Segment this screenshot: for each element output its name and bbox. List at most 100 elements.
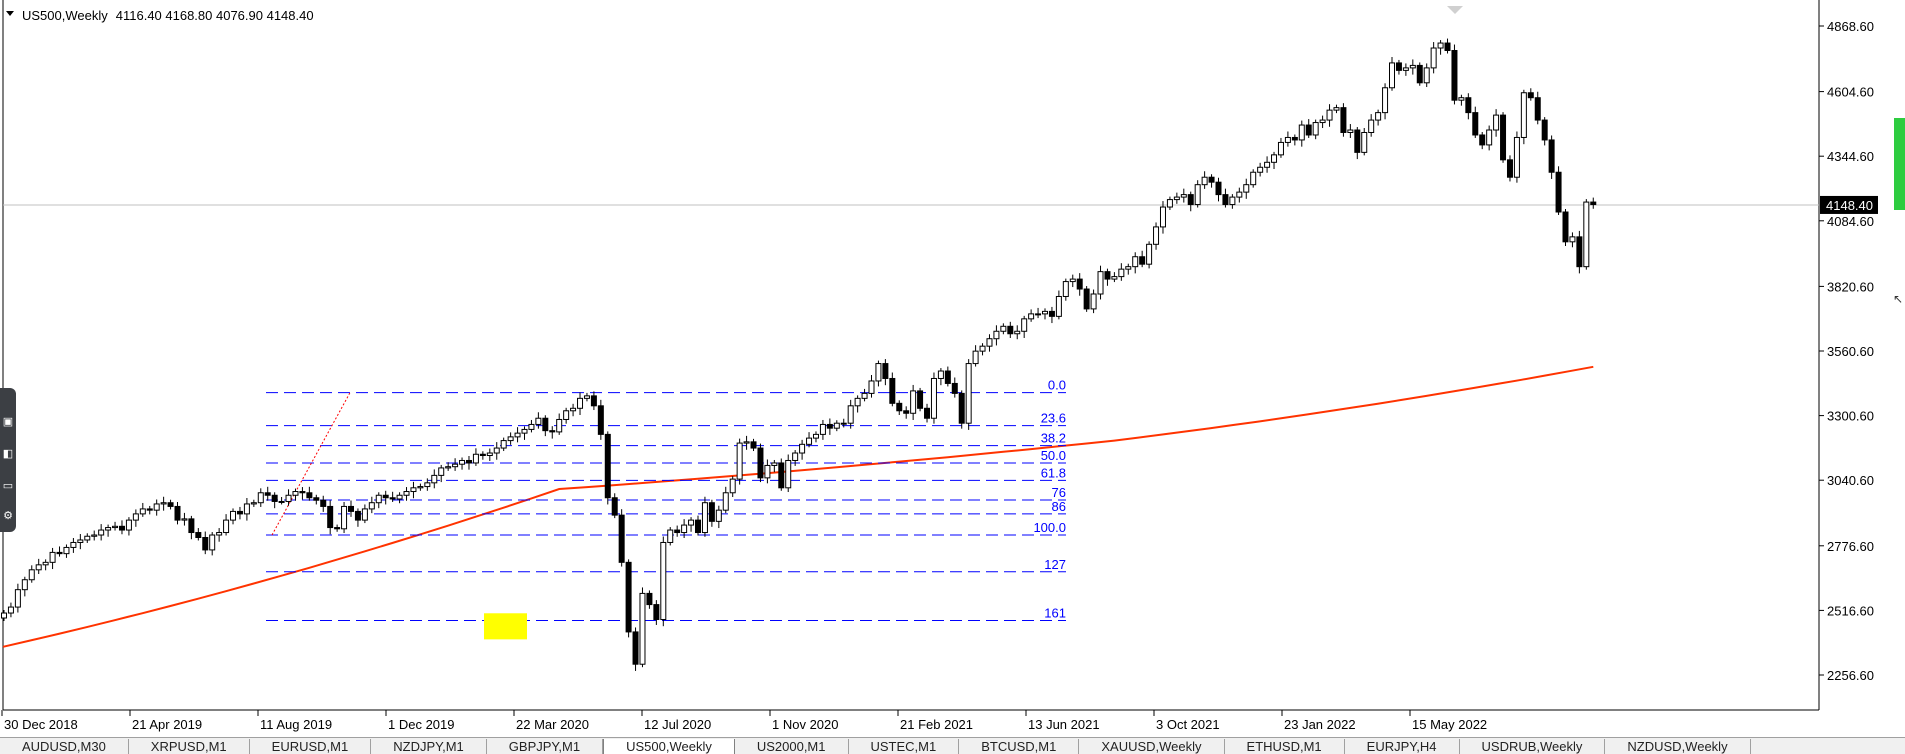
bull-candle-body bbox=[1069, 278, 1076, 283]
x-tick-label: 23 Jan 2022 bbox=[1284, 717, 1356, 732]
candle bbox=[861, 388, 868, 402]
candle bbox=[993, 325, 1000, 346]
bull-candle-body bbox=[1569, 236, 1576, 243]
bull-candle-body bbox=[459, 459, 466, 465]
y-tick-label: 3300.60 bbox=[1827, 409, 1874, 424]
bull-candle-body bbox=[812, 433, 819, 439]
candle bbox=[132, 509, 139, 527]
candle bbox=[708, 499, 715, 527]
camera-icon[interactable]: ▣ bbox=[2, 416, 14, 428]
bear-candle-body bbox=[757, 447, 764, 479]
candle bbox=[493, 442, 500, 460]
bear-candle-body bbox=[632, 631, 639, 665]
bull-candle-body bbox=[570, 407, 577, 412]
bull-candle-body bbox=[521, 428, 528, 434]
chart-tab[interactable]: XAUUSD,Weekly bbox=[1079, 739, 1225, 754]
bull-candle-body bbox=[417, 486, 424, 489]
bull-candle-body bbox=[112, 525, 119, 529]
candle bbox=[521, 426, 528, 440]
chart-tab[interactable]: EURJPY,H4 bbox=[1345, 739, 1460, 754]
candle bbox=[764, 459, 771, 484]
fib-trendline[interactable] bbox=[271, 392, 351, 536]
candle bbox=[1097, 265, 1104, 300]
fib-level-label: 161 bbox=[1044, 605, 1066, 620]
candle bbox=[1208, 174, 1215, 188]
y-tick-label: 2776.60 bbox=[1827, 539, 1874, 554]
candle bbox=[195, 528, 202, 541]
media-icon[interactable]: ◧ bbox=[2, 448, 14, 460]
candle bbox=[181, 512, 188, 526]
candle bbox=[1576, 230, 1583, 274]
chart-tabs-bar: AUDUSD,M30 XRPUSD,M1 EURUSD,M1 NZDJPY,M1 GBP… bbox=[0, 737, 1905, 754]
bear-candle-body bbox=[958, 392, 965, 424]
gear-icon[interactable]: ⚙ bbox=[3, 510, 13, 522]
trade-level-tag[interactable] bbox=[1894, 118, 1905, 210]
candle bbox=[1354, 127, 1361, 160]
candle bbox=[785, 454, 792, 493]
bear-candle-body bbox=[625, 561, 632, 633]
chart-tab[interactable]: NZDJPY,M1 bbox=[371, 739, 487, 754]
candle bbox=[431, 469, 438, 489]
chart-tab[interactable]: US500,Weekly bbox=[603, 739, 735, 754]
chart-tab[interactable]: US2000,M1 bbox=[735, 739, 849, 754]
yellow-highlight bbox=[484, 613, 527, 640]
chart-tab[interactable]: NZDUSD,Weekly bbox=[1605, 739, 1751, 754]
chart-tab[interactable]: GBPJPY,M1 bbox=[487, 739, 604, 754]
candle bbox=[271, 492, 278, 509]
bear-candle-body bbox=[1305, 124, 1312, 136]
bear-candle-body bbox=[1208, 176, 1215, 183]
bull-candle-body bbox=[1028, 313, 1035, 320]
candle bbox=[1180, 188, 1187, 203]
bull-candle-body bbox=[1493, 114, 1500, 131]
candle bbox=[1194, 180, 1201, 208]
candle bbox=[1090, 289, 1097, 314]
bear-candle-body bbox=[1472, 112, 1479, 136]
candle bbox=[368, 496, 375, 514]
bull-candle-body bbox=[1173, 196, 1180, 201]
candle bbox=[965, 359, 972, 430]
candle bbox=[1277, 137, 1284, 158]
bull-candle-body bbox=[792, 452, 799, 461]
fib-level-label: 76 bbox=[1052, 485, 1066, 500]
chart-tab[interactable]: AUDUSD,M30 bbox=[0, 739, 129, 754]
bear-candle-body bbox=[56, 551, 63, 555]
y-axis: 4868.60 4604.60 4344.60 4084.60 3820.60 3560.… bbox=[1819, 19, 1874, 683]
chart-menu-icon[interactable] bbox=[6, 11, 14, 16]
chart-tab[interactable]: EURUSD,M1 bbox=[250, 739, 372, 754]
bull-candle-body bbox=[21, 579, 28, 591]
candle bbox=[597, 399, 604, 440]
bear-candle-body bbox=[188, 518, 195, 534]
chart-tab[interactable]: BTCUSD,M1 bbox=[959, 739, 1080, 754]
candle bbox=[1069, 274, 1076, 288]
screen-icon[interactable]: ▭ bbox=[2, 480, 14, 492]
shift-marker-icon[interactable] bbox=[1447, 6, 1463, 14]
candle bbox=[667, 527, 674, 546]
scroll-arrow-icon[interactable]: ↖ bbox=[1893, 292, 1904, 306]
candle bbox=[375, 492, 382, 509]
candle bbox=[1472, 106, 1479, 138]
bull-candle-body bbox=[1146, 243, 1153, 265]
candle bbox=[1104, 268, 1111, 286]
bull-candle-body bbox=[410, 487, 417, 493]
bull-candle-body bbox=[1132, 256, 1139, 268]
y-tick-label: 3560.60 bbox=[1827, 344, 1874, 359]
bull-candle-body bbox=[979, 345, 986, 352]
y-tick-label: 3820.60 bbox=[1827, 279, 1874, 294]
bull-candle-body bbox=[875, 363, 882, 382]
chart-tab[interactable]: USTEC,M1 bbox=[849, 739, 960, 754]
bear-candle-body bbox=[1500, 114, 1507, 161]
candle bbox=[1562, 209, 1569, 247]
chart-tab[interactable]: ETHUSD,M1 bbox=[1225, 739, 1345, 754]
bull-candle-body bbox=[535, 417, 542, 425]
candle bbox=[972, 345, 979, 367]
candle bbox=[1416, 62, 1423, 86]
chart-tab[interactable]: XRPUSD,M1 bbox=[129, 739, 250, 754]
candle bbox=[1375, 109, 1382, 126]
candle bbox=[695, 515, 701, 536]
candle bbox=[118, 520, 125, 535]
chart-tab[interactable]: USDRUB,Weekly bbox=[1460, 739, 1606, 754]
bull-candle-body bbox=[743, 441, 750, 444]
